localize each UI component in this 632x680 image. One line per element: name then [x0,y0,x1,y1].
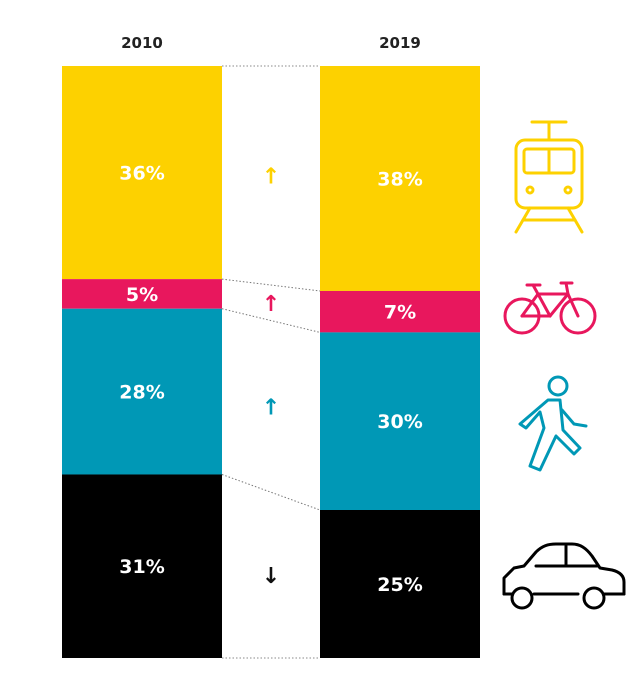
connector-walk-car [221,474,321,511]
bar-bike-2019 [320,290,480,333]
bicycle-icon [503,281,597,335]
bar-tram-2010 [62,66,222,280]
trend-arrow-car: ↓ [262,564,280,589]
connector-bike-walk [221,308,321,333]
year-labels: 2010 2019 [121,34,421,52]
data-label-walk-2010: 28% [119,382,164,404]
mode-icons [502,120,626,610]
bar-car-2010 [62,474,222,658]
year-label-2010: 2010 [121,34,163,52]
stacked-bars: 36% 5% 28% 31% 38% 7% 30% 25% [62,66,480,658]
data-label-bike-2010: 5% [126,284,158,306]
connector-tram-bike [221,278,321,292]
bar-walk-2010 [62,308,222,475]
trend-arrow-walk: ↑ [262,395,280,420]
trend-arrow-bike: ↑ [262,292,280,317]
data-label-walk-2019: 30% [377,411,422,433]
tram-icon [514,120,584,234]
trend-arrow-tram: ↑ [262,165,280,190]
year-label-2019: 2019 [379,34,421,52]
bar-car-2019 [320,510,480,658]
data-label-tram-2019: 38% [377,168,422,190]
connector-lines [221,65,321,659]
data-label-tram-2010: 36% [119,163,164,185]
car-icon [502,542,626,610]
bar-tram-2019 [320,66,480,291]
data-label-car-2019: 25% [377,574,422,596]
data-label-bike-2019: 7% [384,302,416,324]
trend-arrows: ↑ ↑ ↑ ↓ [262,165,280,590]
bar-bike-2010 [62,279,222,309]
data-label-car-2010: 31% [119,556,164,578]
pedestrian-icon [518,375,588,472]
bar-walk-2019 [320,332,480,510]
